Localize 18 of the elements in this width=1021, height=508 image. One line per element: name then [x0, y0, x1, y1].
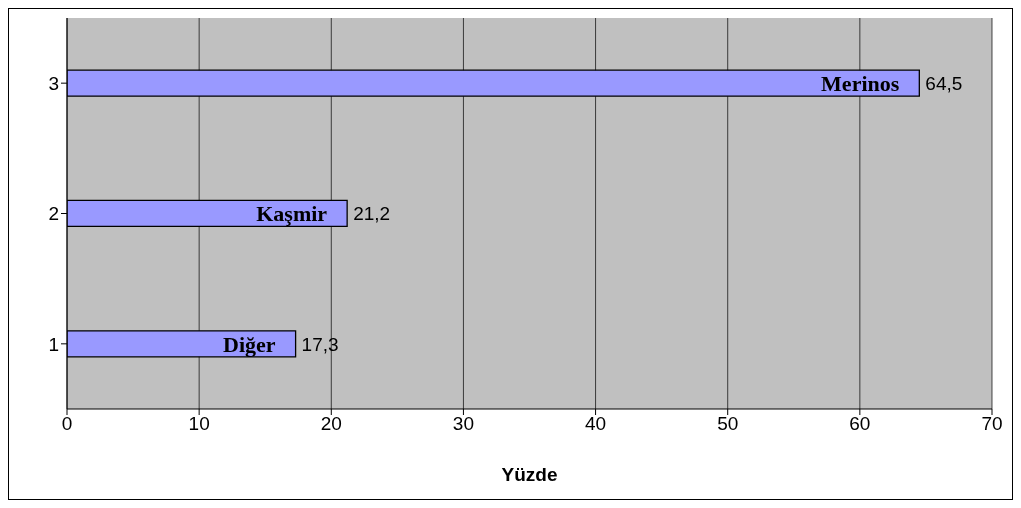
y-tick-label: 1: [48, 333, 59, 355]
x-tick-label: 50: [717, 413, 739, 435]
x-tick-label: 30: [452, 413, 474, 435]
x-tick-label: 70: [981, 413, 1003, 435]
data-label: 21,2: [353, 203, 391, 225]
data-label: 17,3: [301, 333, 339, 355]
x-tick-label: 0: [61, 413, 73, 435]
y-tick-label: 3: [48, 72, 59, 94]
x-tick-label: 10: [188, 413, 210, 435]
annotation: Merinos: [821, 70, 900, 96]
y-tick-label: 2: [48, 203, 59, 225]
x-tick-label: 20: [320, 413, 342, 435]
x-axis-title: Yüzde: [501, 464, 558, 485]
data-label: 64,5: [925, 72, 963, 94]
x-tick-label: 40: [585, 413, 607, 435]
annotation: Diğer: [223, 331, 276, 357]
annotation: Kaşmir: [256, 201, 328, 227]
x-tick-label: 60: [849, 413, 871, 435]
